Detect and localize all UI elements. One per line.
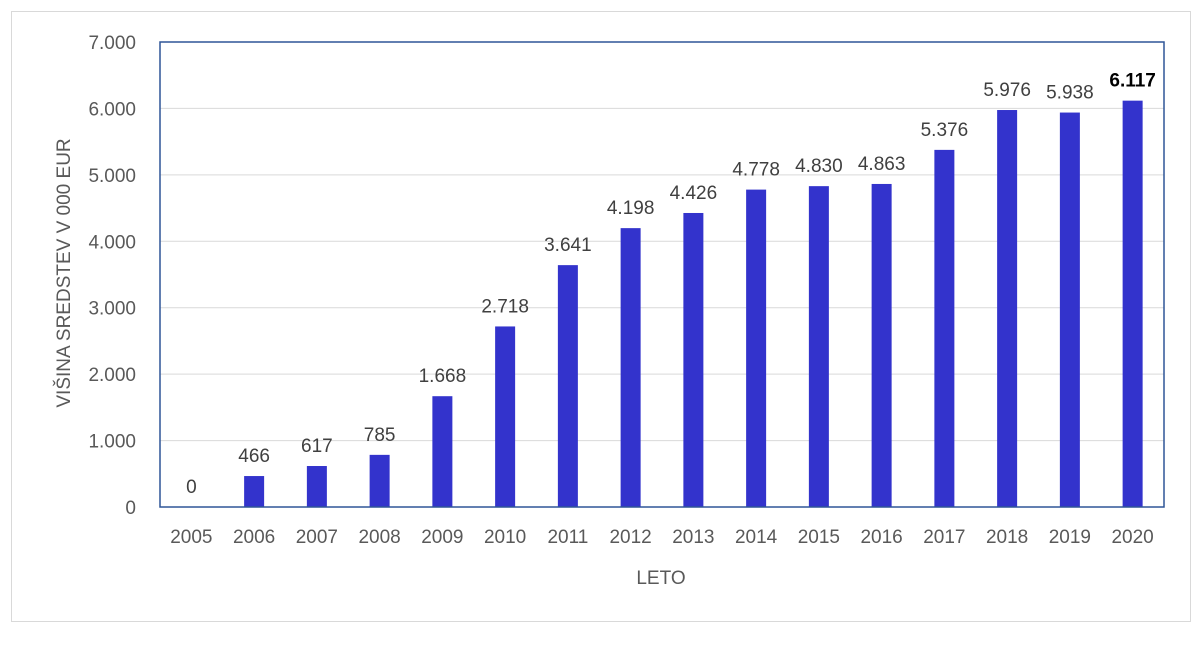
x-tick-label: 2009 (421, 527, 463, 548)
x-tick-label: 2008 (358, 527, 400, 548)
x-axis-ticks: 2005 2006 2007 2008 2009 2010 2011 2012 2013 2014… (170, 527, 1154, 548)
data-label: 5.938 (1046, 83, 1094, 104)
x-tick-label: 2012 (609, 527, 651, 548)
x-tick-label: 2016 (860, 527, 902, 548)
data-label: 4.426 (670, 183, 718, 204)
bar-2007 (306, 466, 327, 507)
bar-2014 (746, 189, 767, 507)
y-tick-label: 1.000 (88, 432, 136, 453)
x-tick-label: 2005 (170, 527, 212, 548)
bar-2013 (683, 212, 704, 508)
y-tick-label: 2.000 (88, 365, 136, 386)
y-tick-label: 4.000 (88, 232, 136, 253)
data-label: 0 (186, 477, 197, 498)
data-label: 4.863 (858, 154, 906, 175)
bar-2017 (934, 149, 955, 507)
data-label: 4.778 (732, 160, 780, 181)
data-labels: 0 466 617 785 1.668 2.718 3.641 4.198 4.426 4.778… (186, 71, 1156, 498)
x-tick-label: 2018 (986, 527, 1028, 548)
bar-2009 (432, 396, 453, 507)
data-label: 466 (238, 446, 270, 467)
x-tick-label: 2011 (547, 527, 588, 548)
y-axis-ticks: 0 1.000 2.000 3.000 4.000 5.000 6.000 7.000 (88, 33, 136, 519)
bar-2012 (620, 228, 641, 507)
data-label: 5.976 (983, 80, 1031, 101)
y-tick-label: 5.000 (88, 166, 136, 187)
bar-2018 (997, 110, 1018, 507)
data-label: 2.718 (481, 296, 529, 317)
bar-2010 (495, 326, 516, 507)
x-tick-label: 2010 (484, 527, 526, 548)
bar-2008 (369, 454, 390, 507)
bar-2020 (1122, 100, 1143, 507)
bar-2015 (808, 186, 829, 507)
y-tick-label: 6.000 (88, 99, 136, 120)
bar-2016 (871, 183, 892, 507)
x-tick-label: 2007 (296, 527, 338, 548)
plot-area-border (159, 41, 1165, 508)
data-label: 785 (364, 425, 396, 446)
bars (244, 100, 1143, 508)
x-tick-label: 2015 (798, 527, 840, 548)
x-tick-label: 2019 (1049, 527, 1091, 548)
y-tick-label: 7.000 (88, 33, 136, 54)
data-label: 5.376 (921, 120, 969, 141)
chart-frame (11, 11, 1191, 622)
data-label: 3.641 (544, 235, 592, 256)
x-tick-label: 2020 (1111, 527, 1153, 548)
y-tick-label: 0 (125, 498, 136, 519)
gridlines (160, 107, 1164, 442)
x-axis-title: LETO (636, 568, 685, 589)
bar-2011 (557, 265, 578, 507)
x-tick-label: 2017 (923, 527, 965, 548)
x-tick-label: 2013 (672, 527, 714, 548)
data-label: 617 (301, 436, 333, 457)
bar-2006 (244, 476, 265, 507)
x-tick-label: 2014 (735, 527, 778, 548)
bar-2019 (1059, 112, 1080, 507)
data-label: 6.117 (1109, 71, 1156, 92)
y-axis-title: VIŠINA SREDSTEV V 000 EUR (53, 138, 75, 407)
data-label: 4.198 (607, 198, 655, 219)
data-label: 1.668 (419, 366, 467, 387)
x-tick-label: 2006 (233, 527, 275, 548)
y-tick-label: 3.000 (88, 299, 136, 320)
data-label: 4.830 (795, 156, 843, 177)
